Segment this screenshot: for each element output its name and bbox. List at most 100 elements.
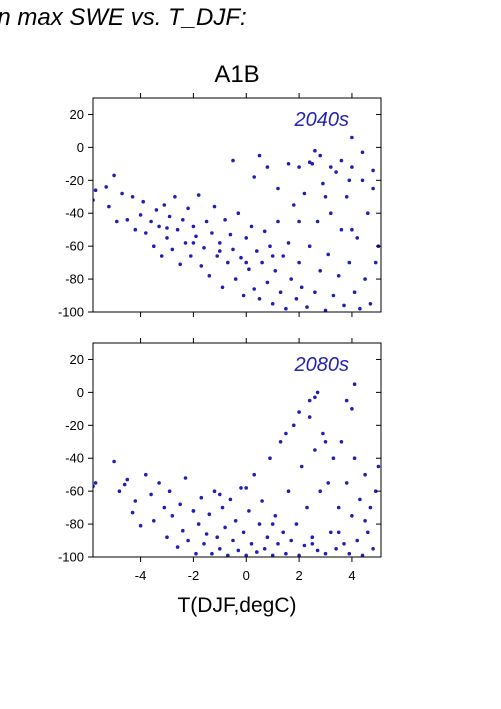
data-point: [162, 203, 167, 207]
data-point: [239, 255, 243, 260]
data-point: [360, 150, 365, 155]
data-point: [363, 519, 367, 523]
data-point: [299, 285, 304, 290]
data-point: [284, 431, 288, 436]
data-point: [342, 542, 346, 546]
data-point: [104, 185, 108, 189]
data-point: [273, 514, 278, 518]
data-point: [281, 530, 286, 535]
data-point: [175, 227, 180, 232]
data-point: [215, 535, 219, 539]
data-point: [278, 290, 283, 295]
data-point: [265, 535, 270, 539]
y-tick-label: 20: [70, 352, 84, 367]
data-point: [191, 509, 196, 513]
data-point: [218, 249, 222, 253]
data-point: [318, 489, 323, 494]
data-point: [215, 254, 219, 258]
data-point: [352, 290, 357, 295]
data-point: [334, 170, 338, 174]
data-point: [347, 260, 352, 265]
data-point: [286, 162, 291, 166]
data-point: [326, 481, 331, 485]
data-point: [191, 241, 196, 245]
data-point: [360, 178, 365, 183]
data-point: [260, 499, 264, 503]
data-point: [270, 254, 275, 258]
data-point: [144, 472, 148, 477]
data-point: [313, 290, 317, 295]
data-point: [241, 530, 246, 535]
data-point: [260, 260, 264, 265]
data-point: [321, 431, 325, 436]
y-tick-label: -80: [65, 517, 84, 532]
data-point: [297, 165, 301, 169]
data-point: [315, 219, 320, 224]
data-point: [228, 232, 233, 237]
data-point: [350, 514, 354, 518]
y-tick-label: -60: [65, 484, 84, 499]
plot-frame: [92, 97, 382, 313]
data-point: [305, 505, 309, 510]
data-point: [170, 514, 175, 518]
data-point: [355, 538, 360, 543]
data-point: [358, 306, 362, 311]
data-point: [313, 448, 317, 452]
data-point: [329, 165, 333, 169]
data-point: [112, 459, 116, 464]
data-point: [262, 547, 267, 551]
data-point: [244, 553, 248, 557]
y-tick-label: -40: [65, 206, 84, 221]
data-point: [115, 219, 119, 224]
data-point: [226, 553, 230, 557]
data-point: [297, 553, 301, 557]
data-point: [310, 535, 315, 539]
y-tick-label: -100: [58, 550, 84, 565]
x-tick-label: -2: [188, 568, 200, 583]
data-point: [265, 165, 270, 169]
data-point: [196, 193, 201, 197]
data-point: [212, 204, 217, 209]
data-point: [228, 497, 233, 502]
data-point: [371, 186, 375, 191]
data-point: [236, 211, 241, 215]
data-point: [284, 306, 288, 311]
data-point: [244, 236, 248, 240]
data-point: [331, 293, 336, 298]
data-point: [157, 481, 161, 485]
data-point: [239, 486, 243, 490]
data-point: [241, 293, 246, 298]
data-point: [257, 522, 262, 526]
data-point: [294, 297, 299, 301]
data-point: [252, 175, 256, 179]
data-point: [149, 492, 153, 497]
data-point: [226, 260, 230, 265]
data-point: [186, 206, 190, 211]
data-point: [231, 247, 235, 252]
data-point: [138, 523, 143, 528]
data-point: [93, 481, 98, 485]
data-point: [342, 303, 346, 308]
data-point: [149, 219, 153, 224]
data-point: [173, 195, 177, 199]
panel-label: 2040s: [294, 109, 350, 131]
x-axis-label: T(DJF,degC): [177, 594, 296, 617]
data-point: [165, 226, 169, 230]
y-tick-label: -20: [65, 173, 84, 188]
y-tick-label: -60: [65, 239, 84, 254]
data-point: [204, 532, 209, 536]
data-point: [112, 173, 116, 178]
points-2080s: [93, 382, 381, 557]
data-point: [220, 505, 225, 510]
data-point: [289, 538, 294, 543]
data-point: [310, 162, 315, 166]
data-point: [323, 551, 328, 556]
data-point: [270, 302, 275, 306]
x-tick-label: 4: [348, 568, 355, 583]
data-point: [233, 277, 238, 281]
y-tick-label: -40: [65, 451, 84, 466]
data-point: [360, 553, 365, 557]
panel-label: 2080s: [294, 354, 350, 376]
data-point: [144, 231, 148, 235]
